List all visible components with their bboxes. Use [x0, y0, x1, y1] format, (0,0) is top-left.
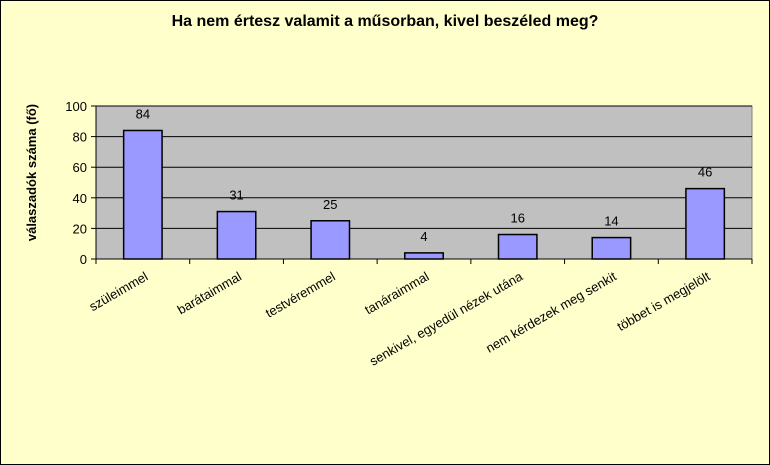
bar	[685, 187, 726, 260]
x-category-label: szüleimmel	[87, 269, 151, 315]
data-label: 25	[323, 197, 337, 212]
axes	[91, 105, 753, 264]
bar	[404, 252, 444, 260]
y-tick-labels: 0 20 40 60 80 100	[65, 99, 87, 267]
data-labels: 84 31 25 4 16 14 46	[136, 106, 713, 243]
y-tick-label: 20	[73, 221, 87, 236]
bar	[591, 236, 632, 260]
x-category-label: többet is megjelölt	[614, 268, 713, 334]
x-category-label: barátaimmal	[175, 269, 245, 318]
data-label: 31	[229, 188, 243, 203]
y-tick-label: 100	[65, 99, 87, 114]
bar	[497, 233, 538, 260]
x-category-label: tanáraimmal	[362, 269, 432, 318]
plot-area	[95, 105, 753, 260]
x-category-label: senkivel, egyedül nézek utána	[367, 268, 526, 368]
data-label: 46	[698, 165, 712, 180]
bar	[310, 220, 351, 260]
bar	[216, 210, 257, 260]
x-category-labels: szüleimmel barátaimmal testvéremmel tanárai…	[87, 268, 713, 368]
data-label: 4	[420, 229, 427, 244]
y-axis-label: válaszadók száma (fő)	[24, 104, 39, 241]
y-tick-label: 40	[73, 191, 87, 206]
data-label: 14	[604, 214, 618, 229]
y-tick-label: 60	[73, 160, 87, 175]
bars	[122, 129, 726, 260]
data-label: 16	[510, 211, 524, 226]
y-tick-label: 0	[80, 252, 87, 267]
bar	[122, 129, 163, 260]
data-label: 84	[136, 106, 150, 121]
chart-title: Ha nem értesz valamit a műsorban, kivel …	[171, 13, 599, 30]
y-tick-label: 80	[73, 130, 87, 145]
x-category-label: testvéremmel	[263, 269, 338, 321]
gridlines	[96, 105, 752, 229]
